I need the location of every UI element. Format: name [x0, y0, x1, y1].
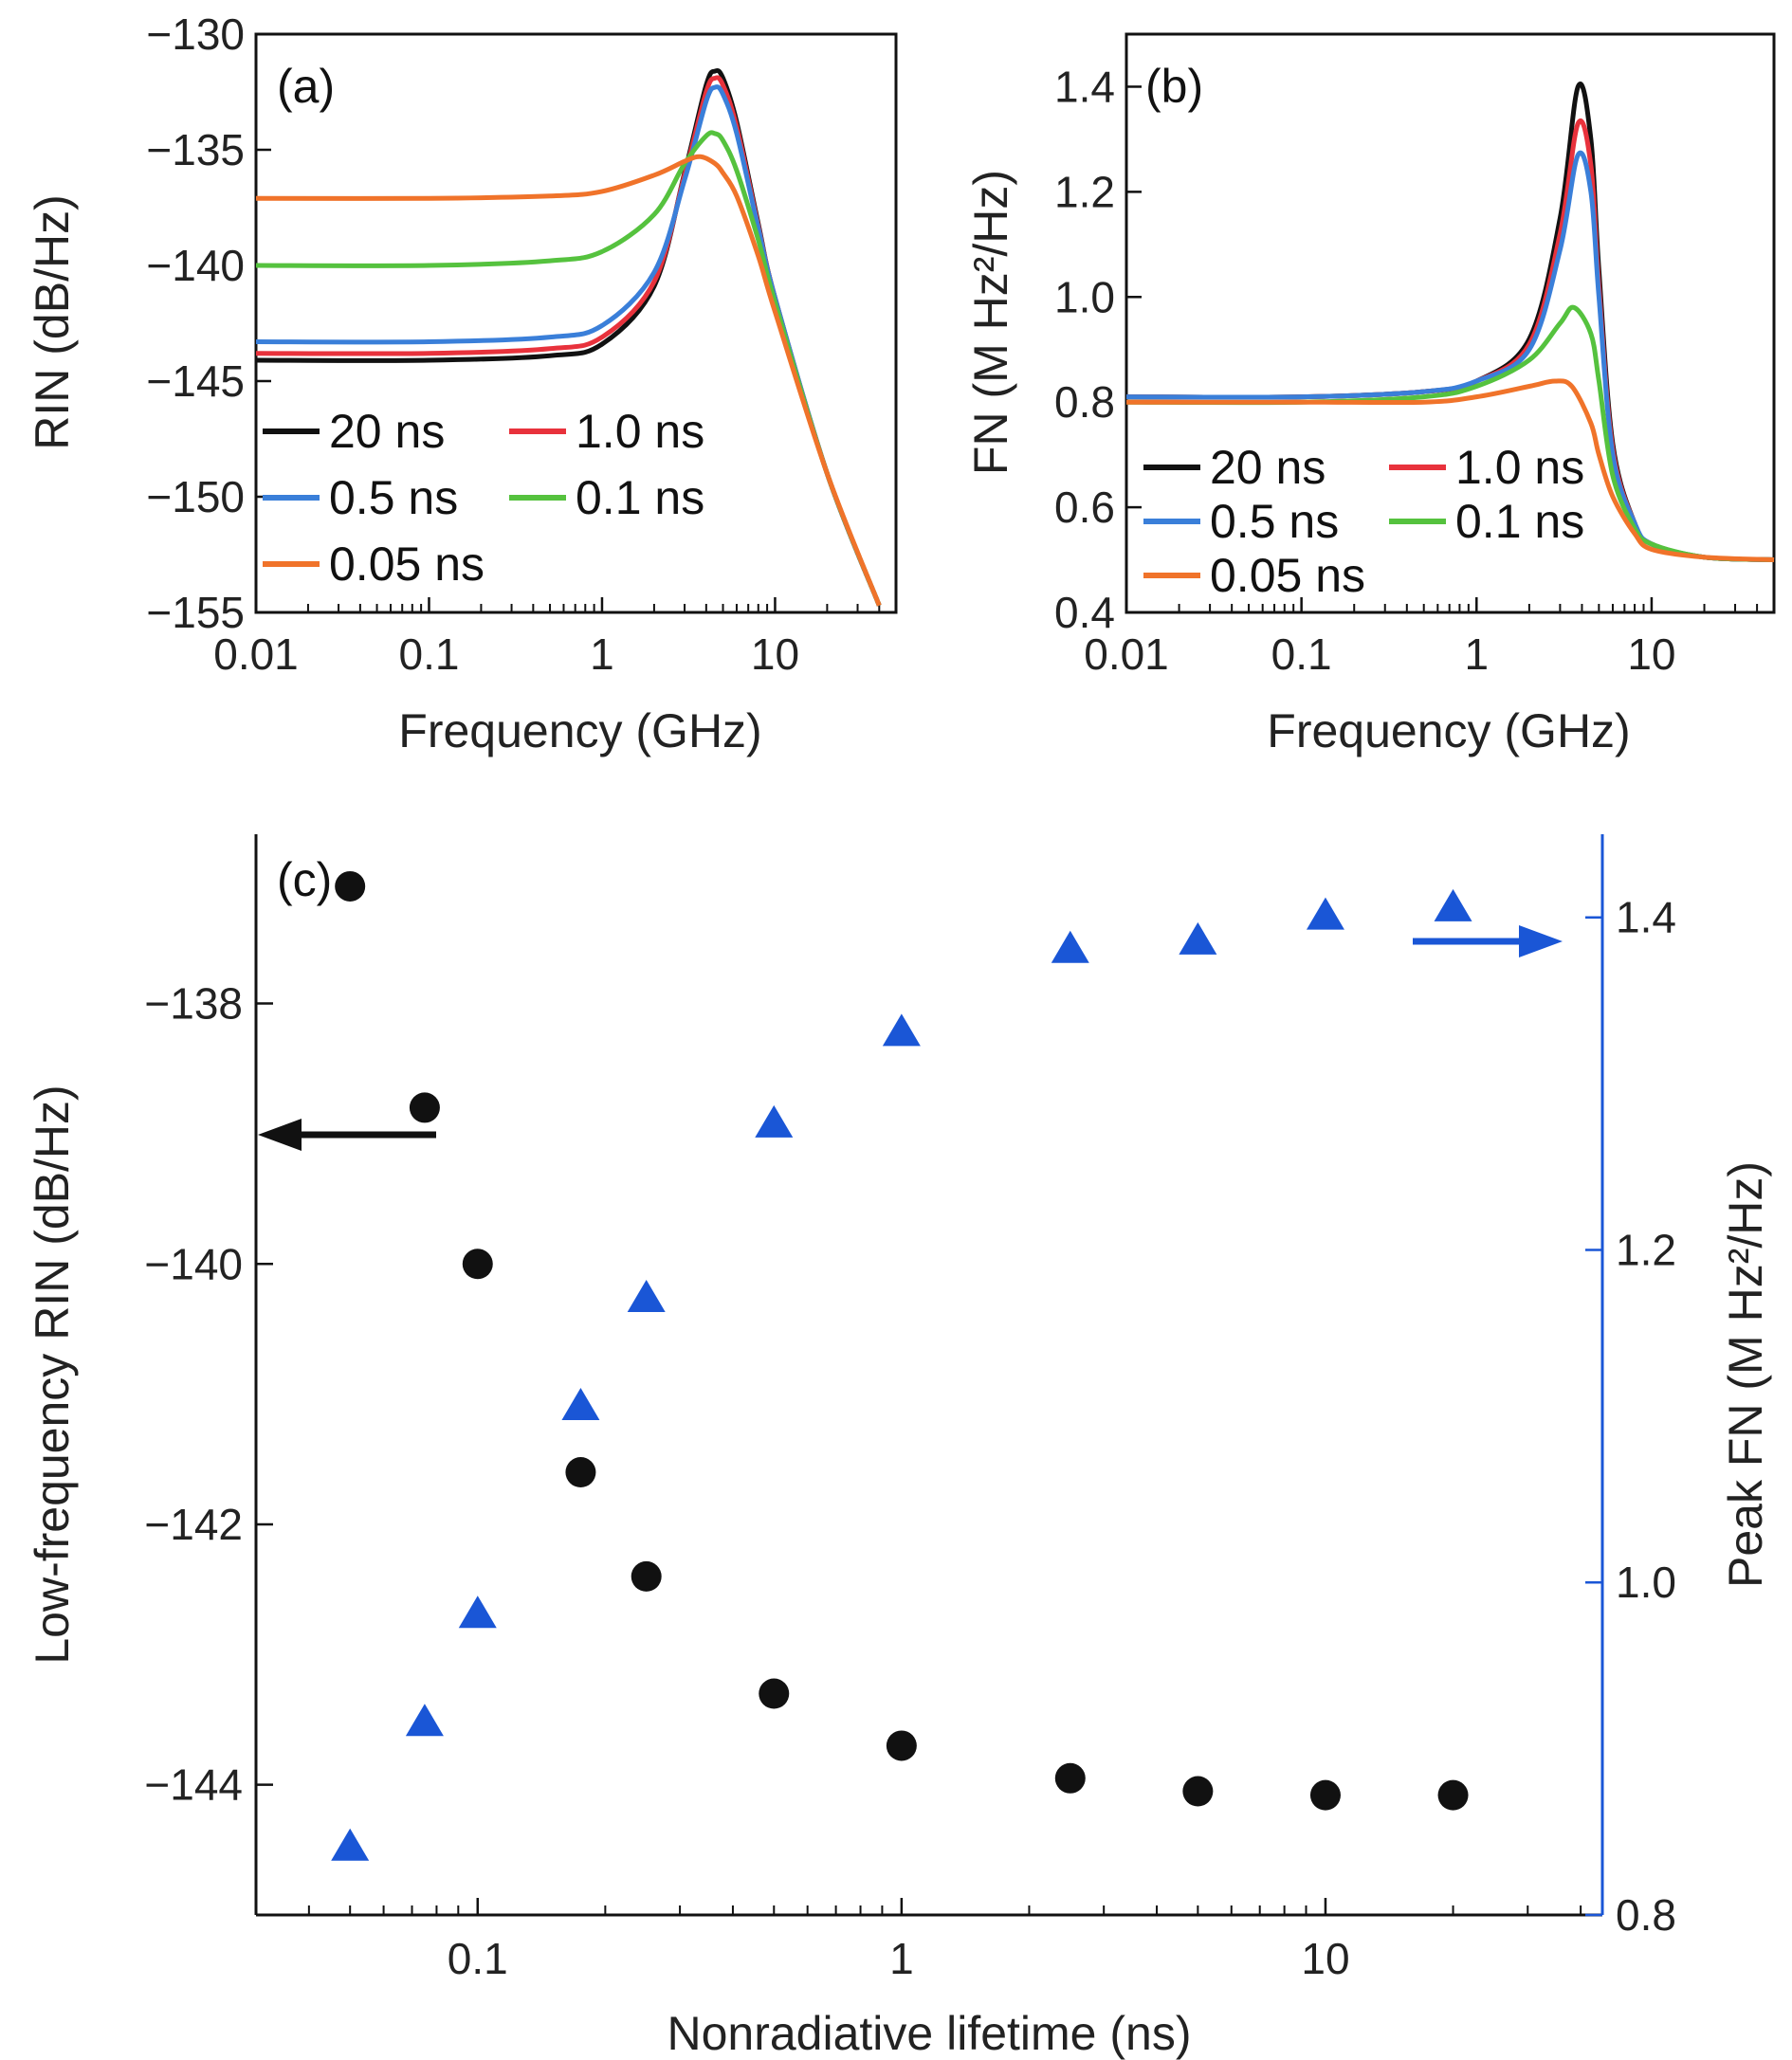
- fn-point: [1051, 930, 1089, 963]
- rin-point: [886, 1730, 917, 1761]
- rin-point: [565, 1457, 596, 1488]
- right-y-tick-label: 0.8: [1616, 1890, 1676, 1940]
- panel-c-ticks: 0.1 1 10 −144 −142 −140 −138 0.8 1.0 1.2 1.4: [144, 893, 1676, 1983]
- panel-b-series: [1125, 82, 1775, 562]
- panel-c-ylabel-left: Low-frequency RIN (dB/Hz): [26, 1085, 79, 1664]
- x-tick-label: 0.01: [1084, 629, 1169, 679]
- left-y-tick-label: −144: [144, 1760, 243, 1810]
- y-tick-label: −140: [146, 241, 245, 290]
- panel-c-series: [331, 870, 1472, 1861]
- legend-label: 20 ns: [329, 405, 445, 458]
- x-tick-label: 0.1: [1271, 629, 1332, 679]
- y-tick-label: 0.6: [1054, 483, 1115, 532]
- panel-b-legend: 20 ns 1.0 ns 0.5 ns 0.1 ns 0.05 ns: [1143, 441, 1584, 602]
- legend-label: 0.05 ns: [1210, 549, 1365, 602]
- panel-a-xlabel: Frequency (GHz): [398, 704, 761, 757]
- panel-c-xlabel: Nonradiative lifetime (ns): [667, 2007, 1192, 2060]
- x-tick-label: 1: [1464, 629, 1489, 679]
- fn-point: [458, 1595, 497, 1629]
- right-y-tick-label: 1.0: [1616, 1558, 1676, 1607]
- legend-label: 1.0 ns: [1455, 441, 1584, 494]
- panel-b-xlabel: Frequency (GHz): [1267, 704, 1630, 757]
- legend-label: 0.1 ns: [1455, 495, 1584, 548]
- x-tick-label: 1: [590, 629, 614, 679]
- panel-a-frame: [254, 32, 898, 614]
- left-y-tick-label: −138: [144, 979, 243, 1029]
- rin-point: [335, 870, 366, 902]
- x-tick-label: 1: [889, 1934, 914, 1983]
- y-tick-label: 1.2: [1054, 167, 1115, 216]
- right-y-tick-label: 1.4: [1616, 893, 1676, 942]
- rin-point: [409, 1092, 440, 1123]
- y-tick-label: −145: [146, 356, 245, 406]
- series-line-0-1-ns: [1125, 304, 1775, 562]
- y-tick-label: 0.4: [1054, 588, 1115, 637]
- right-axis-arrow: [1413, 925, 1563, 957]
- fn-point: [755, 1104, 794, 1138]
- panel-a-label: (a): [277, 60, 335, 113]
- y-tick-label: 0.8: [1054, 377, 1115, 427]
- rin-point: [759, 1678, 790, 1709]
- panel-a-legend: 20 ns 1.0 ns 0.5 ns 0.1 ns 0.05 ns: [263, 405, 704, 591]
- rin-point: [1182, 1776, 1214, 1807]
- fn-point: [1179, 921, 1217, 955]
- panel-b-ylabel: FN (M Hz²/Hz): [964, 170, 1017, 475]
- panel-c: 0.1 1 10 −144 −142 −140 −138 0.8 1.0 1.2 1.4 (c) N…: [26, 834, 1772, 2060]
- rin-point: [462, 1249, 493, 1280]
- y-tick-label: 1.0: [1054, 272, 1115, 321]
- y-tick-label: −155: [146, 588, 245, 637]
- fn-point: [1306, 897, 1344, 930]
- panel-c-label: (c): [277, 853, 332, 906]
- y-tick-label: −150: [146, 472, 245, 521]
- rin-point: [1437, 1779, 1469, 1811]
- fn-point: [405, 1704, 444, 1737]
- panel-b-ticks: 0.01 0.1 1 10 0.4 0.6 0.8 1.0 1.2 1.4: [1054, 62, 1759, 679]
- y-tick-label: 1.4: [1054, 62, 1115, 111]
- rin-point: [1309, 1779, 1341, 1811]
- series-line-0-05-ns: [255, 154, 882, 607]
- panel-b: 0.01 0.1 1 10 0.4 0.6 0.8 1.0 1.2 1.4 (b) Frequen…: [964, 32, 1776, 757]
- series-line-0-05-ns: [1126, 378, 1775, 562]
- right-y-tick-label: 1.2: [1616, 1225, 1676, 1274]
- legend-label: 1.0 ns: [576, 405, 704, 458]
- fn-point: [1434, 888, 1472, 921]
- fn-point: [627, 1279, 666, 1312]
- y-tick-label: −130: [146, 9, 245, 59]
- x-tick-label: 0.1: [448, 1934, 508, 1983]
- legend-label: 0.5 ns: [1210, 495, 1339, 548]
- panel-a-ticks: 0.01 0.1 1 10 −130 −135 −140 −145 −150 −155: [146, 9, 881, 679]
- left-y-tick-label: −142: [144, 1500, 243, 1549]
- panel-c-ylabel-right: Peak FN (M Hz²/Hz): [1719, 1161, 1772, 1588]
- fn-point: [561, 1387, 600, 1420]
- panel-a-series: [255, 67, 882, 607]
- series-line-0-1-ns: [255, 130, 882, 607]
- left-y-tick-label: −140: [144, 1239, 243, 1288]
- fn-point: [882, 1013, 921, 1047]
- left-axis-arrow: [258, 1119, 436, 1151]
- y-tick-label: −135: [146, 125, 245, 174]
- x-tick-label: 0.1: [399, 629, 460, 679]
- panel-a-ylabel: RIN (dB/Hz): [26, 194, 79, 449]
- panel-a: 0.01 0.1 1 10 −130 −135 −140 −145 −150 −155 (a) F…: [26, 9, 898, 757]
- legend-label: 0.1 ns: [576, 471, 704, 524]
- fn-point: [331, 1828, 370, 1861]
- legend-label: 0.5 ns: [329, 471, 458, 524]
- rin-point: [1054, 1762, 1086, 1794]
- x-tick-label: 10: [1627, 629, 1675, 679]
- x-tick-label: 10: [1301, 1934, 1349, 1983]
- panel-b-label: (b): [1145, 60, 1203, 113]
- x-tick-label: 0.01: [213, 629, 299, 679]
- legend-label: 0.05 ns: [329, 538, 485, 591]
- legend-label: 20 ns: [1210, 441, 1326, 494]
- rin-point: [631, 1560, 662, 1592]
- x-tick-label: 10: [751, 629, 799, 679]
